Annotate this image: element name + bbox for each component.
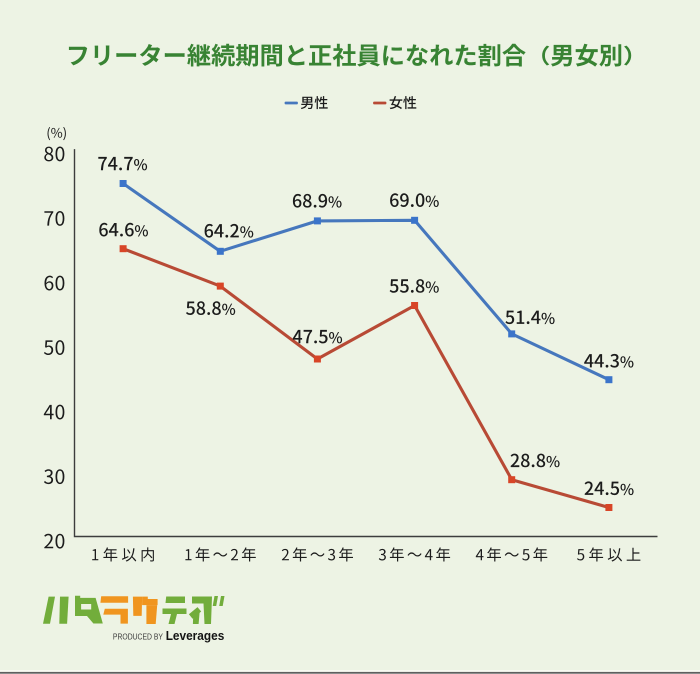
svg-text:PRODUCED BY: PRODUCED BY xyxy=(113,631,163,641)
svg-text:Leverages: Leverages xyxy=(166,629,225,643)
